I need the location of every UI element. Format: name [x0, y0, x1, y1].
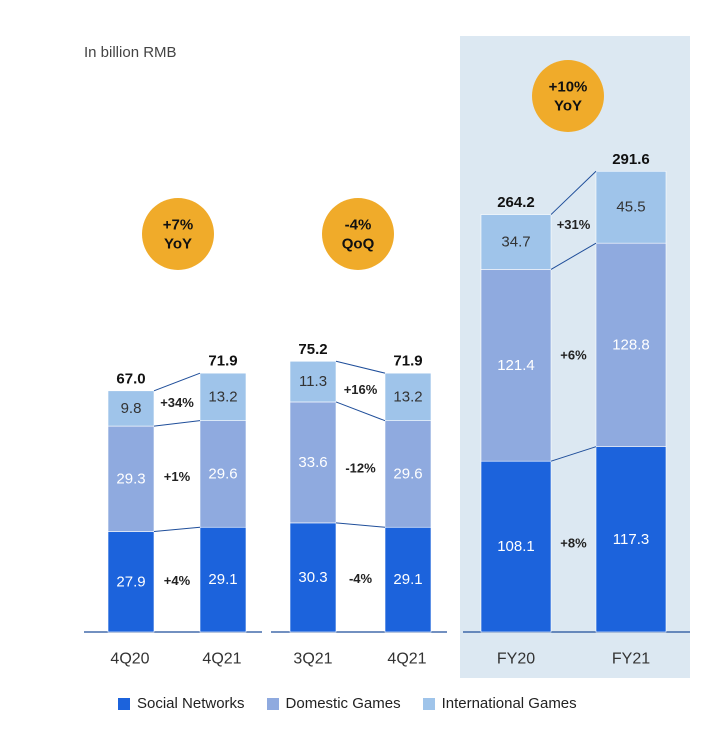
connector-line-domestic-g2	[335, 401, 386, 422]
value-label-international-4q20-g1: 9.8	[121, 400, 142, 417]
legend-item-domestic: Domestic Games	[266, 695, 401, 712]
value-label-international-3q21-g2: 11.3	[299, 373, 327, 390]
category-label-3q21-g2: 3Q21	[293, 651, 332, 668]
value-label-international-fy21-g3: 45.5	[616, 199, 645, 216]
badge-change-g1: +7%	[163, 217, 193, 234]
bar-segment-social-3q21-g2	[289, 522, 337, 633]
legend-item-international: International Games	[422, 695, 577, 712]
bar-segment-social-4q21-g1	[199, 526, 247, 633]
category-label-4q21-g2: 4Q21	[387, 651, 426, 668]
bar-segment-domestic-4q20-g1	[107, 425, 155, 532]
badge-period-g1: YoY	[164, 236, 192, 253]
connector-line-domestic-g1	[153, 420, 201, 427]
badge-period-g2: QoQ	[342, 236, 375, 253]
legend-swatch-domestic	[266, 697, 279, 710]
bar-segment-social-4q21-g2	[384, 526, 432, 633]
category-label-4q20-g1: 4Q20	[110, 651, 149, 668]
connector-line-social-g1	[153, 526, 201, 533]
change-label-international-g2: +16%	[344, 382, 378, 397]
bar-segment-domestic-3q21-g2	[289, 401, 337, 524]
bar-segment-domestic-fy20-g3	[480, 269, 552, 462]
value-label-international-4q21-g2: 13.2	[393, 388, 422, 405]
value-label-domestic-fy20-g3: 121.4	[497, 357, 535, 374]
category-label-fy21-g3: FY21	[612, 651, 650, 668]
bar-segment-international-fy21-g3	[595, 170, 667, 244]
change-label-international-g3: +31%	[557, 217, 591, 232]
legend-label-international: International Games	[441, 695, 577, 712]
connector-line-social-g2	[335, 522, 386, 528]
category-label-fy20-g3: FY20	[497, 651, 535, 668]
legend: Social Networks Domestic Games Internati…	[118, 695, 599, 712]
change-label-domestic-g3: +6%	[560, 348, 587, 363]
bar-segment-international-3q21-g2	[289, 360, 337, 403]
value-label-international-4q21-g1: 13.2	[208, 388, 237, 405]
total-label-4q21-g1: 71.9	[208, 353, 237, 370]
bar-segment-international-4q21-g1	[199, 372, 247, 421]
value-label-social-3q21-g2: 30.3	[298, 569, 327, 586]
change-label-social-g1: +4%	[164, 573, 191, 588]
connector-line-international-g3	[550, 170, 597, 215]
bar-segment-domestic-4q21-g1	[199, 420, 247, 528]
total-label-4q20-g1: 67.0	[116, 370, 145, 387]
badge-circle-g1	[142, 198, 214, 270]
value-label-international-fy20-g3: 34.7	[501, 233, 530, 250]
value-label-domestic-4q21-g1: 29.6	[208, 465, 237, 482]
total-label-fy20-g3: 264.2	[497, 194, 535, 211]
value-label-domestic-4q20-g1: 29.3	[116, 470, 145, 487]
badge-circle-g3	[532, 60, 604, 132]
badge-change-g2: -4%	[345, 217, 372, 234]
value-label-domestic-fy21-g3: 128.8	[612, 336, 650, 353]
legend-label-domestic: Domestic Games	[285, 695, 401, 712]
connector-line-international-g1	[153, 372, 201, 392]
value-label-social-4q20-g1: 27.9	[116, 573, 145, 590]
change-label-social-g2: -4%	[349, 571, 373, 586]
total-label-4q21-g2: 71.9	[393, 353, 422, 370]
category-label-4q21-g1: 4Q21	[202, 651, 241, 668]
change-label-domestic-g2: -12%	[345, 461, 376, 476]
legend-label-social: Social Networks	[137, 695, 245, 712]
connector-line-international-g2	[335, 360, 386, 374]
total-label-3q21-g2: 75.2	[298, 341, 327, 358]
legend-swatch-social	[118, 697, 130, 710]
badge-circle-g2	[322, 198, 394, 270]
total-label-fy21-g3: 291.6	[612, 151, 650, 168]
change-label-international-g1: +34%	[160, 395, 194, 410]
value-label-social-4q21-g1: 29.1	[208, 571, 237, 588]
value-label-social-fy20-g3: 108.1	[497, 538, 535, 555]
bar-segment-domestic-4q21-g2	[384, 420, 432, 528]
bar-segment-domestic-fy21-g3	[595, 242, 667, 447]
connector-line-social-g3	[550, 446, 597, 462]
bar-segment-international-4q21-g2	[384, 372, 432, 421]
legend-swatch-international	[422, 697, 435, 710]
unit-label: In billion RMB	[84, 44, 177, 61]
badge-period-g3: YoY	[554, 98, 582, 115]
change-label-social-g3: +8%	[560, 535, 587, 550]
bar-segment-social-4q20-g1	[107, 531, 155, 633]
value-label-social-fy21-g3: 117.3	[613, 531, 649, 548]
change-label-domestic-g1: +1%	[164, 469, 191, 484]
bar-segment-international-fy20-g3	[480, 214, 552, 270]
bar-segment-social-fy21-g3	[595, 446, 667, 633]
legend-item-social: Social Networks	[118, 695, 245, 712]
value-label-domestic-4q21-g2: 29.6	[393, 465, 422, 482]
badge-change-g3: +10%	[549, 79, 588, 96]
connector-line-domestic-g3	[550, 242, 597, 270]
bar-segment-international-4q20-g1	[107, 390, 155, 427]
value-label-social-4q21-g2: 29.1	[393, 571, 422, 588]
value-label-domestic-3q21-g2: 33.6	[298, 454, 327, 471]
bar-segment-social-fy20-g3	[480, 460, 552, 633]
